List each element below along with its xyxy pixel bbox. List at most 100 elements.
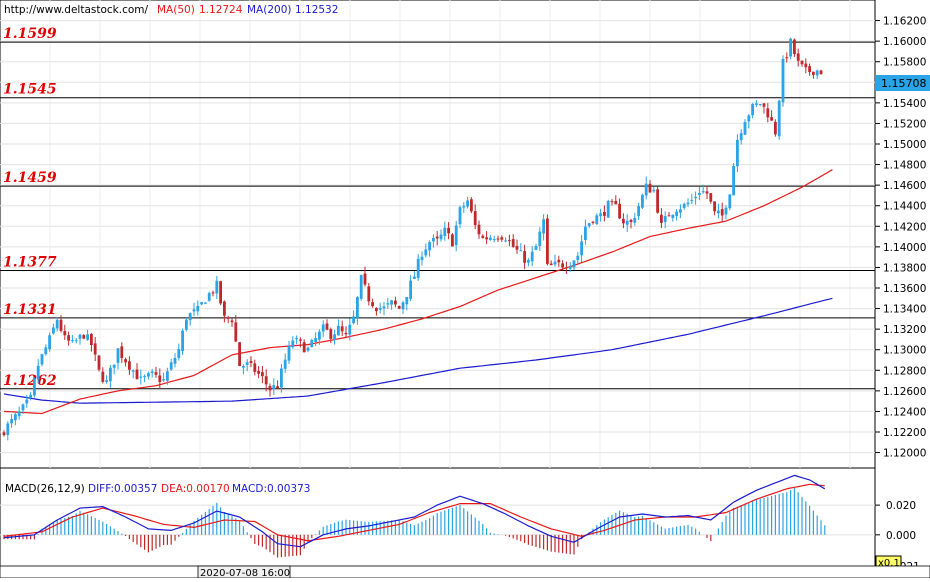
candle-body — [101, 371, 105, 382]
candle-body — [538, 231, 542, 246]
candle-body — [249, 361, 253, 363]
ma200-layer — [3, 297, 833, 404]
candle-body — [409, 280, 412, 299]
level-label-1.1459: 1.1459 — [3, 170, 57, 186]
candle-body — [504, 240, 507, 242]
candle-body — [728, 194, 732, 209]
candle-body — [671, 214, 675, 218]
main-y-tick-label: 1.13000 — [883, 345, 926, 357]
candle-body — [485, 237, 488, 240]
candle-body — [181, 330, 184, 352]
candle-body — [682, 203, 686, 208]
candle-body — [177, 349, 181, 358]
candle-body — [82, 335, 86, 339]
candle-body — [348, 324, 352, 335]
candle-body — [253, 363, 257, 372]
candle-body — [800, 60, 804, 65]
candle-body — [124, 359, 127, 363]
candle-body — [386, 303, 390, 305]
candle-body — [428, 242, 431, 251]
candle-body — [143, 376, 146, 378]
macd-lines — [3, 474, 826, 548]
candle-body — [257, 370, 260, 374]
candle-body — [614, 200, 618, 205]
candle-body — [641, 194, 644, 208]
candle-body — [500, 237, 504, 240]
candle-body — [557, 259, 561, 263]
candle-body — [371, 302, 374, 307]
candle-body — [561, 263, 564, 268]
candle-body — [211, 292, 215, 294]
candle-body — [363, 273, 367, 285]
ma200-label: MA(200) — [247, 4, 291, 16]
candle-body — [67, 335, 70, 341]
candle-body — [86, 334, 89, 340]
candle-body — [489, 237, 492, 240]
candle-body — [367, 286, 371, 302]
main-y-tick-label: 1.13200 — [883, 324, 926, 336]
candle-body — [698, 192, 701, 195]
candle-body — [112, 364, 116, 368]
candle-body — [131, 370, 135, 372]
main-y-tick-label: 1.16200 — [883, 16, 926, 28]
candle-body — [530, 251, 534, 262]
candle-body — [261, 372, 264, 377]
time-axis — [0, 565, 930, 579]
candle-body — [394, 300, 397, 305]
main-y-tick-label: 1.13400 — [883, 304, 926, 316]
current-price-label: 1.15708 — [881, 77, 927, 90]
candle-body — [443, 227, 447, 236]
candle-body — [815, 70, 819, 76]
candle-body — [242, 366, 245, 368]
candle-body — [743, 122, 747, 135]
candle-body — [610, 201, 614, 203]
candle-body — [758, 103, 762, 105]
candle-body — [306, 347, 310, 351]
candle-body — [739, 133, 743, 141]
candle-body — [462, 206, 466, 208]
candle-body — [238, 342, 241, 367]
candle-body — [812, 71, 815, 75]
support-resistance-levels: 1.1599 1.1545 1.1459 1.1377 1.1331 1.1262 — [0, 26, 875, 390]
candle-body — [793, 39, 796, 55]
main-y-tick-label: 1.13600 — [883, 283, 926, 295]
candle-body — [447, 227, 450, 234]
candle-body — [192, 309, 196, 312]
main-y-tick-label: 1.14200 — [883, 221, 926, 233]
candlesticks — [2, 37, 823, 441]
candle-body — [109, 367, 112, 382]
candle-body — [128, 361, 131, 370]
candle-body — [276, 386, 279, 389]
candle-body — [606, 201, 610, 218]
candle-body — [789, 38, 792, 57]
candle-body — [401, 302, 405, 310]
level-label-1.1331: 1.1331 — [3, 302, 57, 318]
candle-body — [534, 246, 538, 250]
candle-body — [755, 103, 758, 105]
candle-body — [458, 207, 462, 225]
candle-body — [223, 301, 226, 316]
candle-body — [36, 365, 40, 380]
candle-body — [599, 213, 602, 217]
ma50-line — [3, 169, 833, 415]
candle-body — [774, 121, 777, 135]
main-y-tick-label: 1.14600 — [883, 180, 926, 192]
candle-body — [378, 307, 382, 310]
candle-body — [439, 234, 443, 240]
main-y-tick-label: 1.15200 — [883, 118, 926, 130]
candle-body — [204, 302, 207, 304]
candle-body — [603, 211, 606, 216]
candle-body — [29, 394, 32, 398]
candle-body — [454, 225, 458, 246]
candle-body — [679, 209, 682, 213]
candle-body — [390, 300, 393, 305]
candle-body — [470, 199, 473, 212]
candle-body — [40, 354, 44, 365]
candle-body — [280, 368, 283, 388]
main-y-tick-label: 1.12800 — [883, 365, 926, 377]
candle-body — [496, 238, 500, 240]
candle-body — [314, 338, 317, 342]
candle-body — [785, 57, 789, 59]
candle-body — [359, 275, 363, 299]
